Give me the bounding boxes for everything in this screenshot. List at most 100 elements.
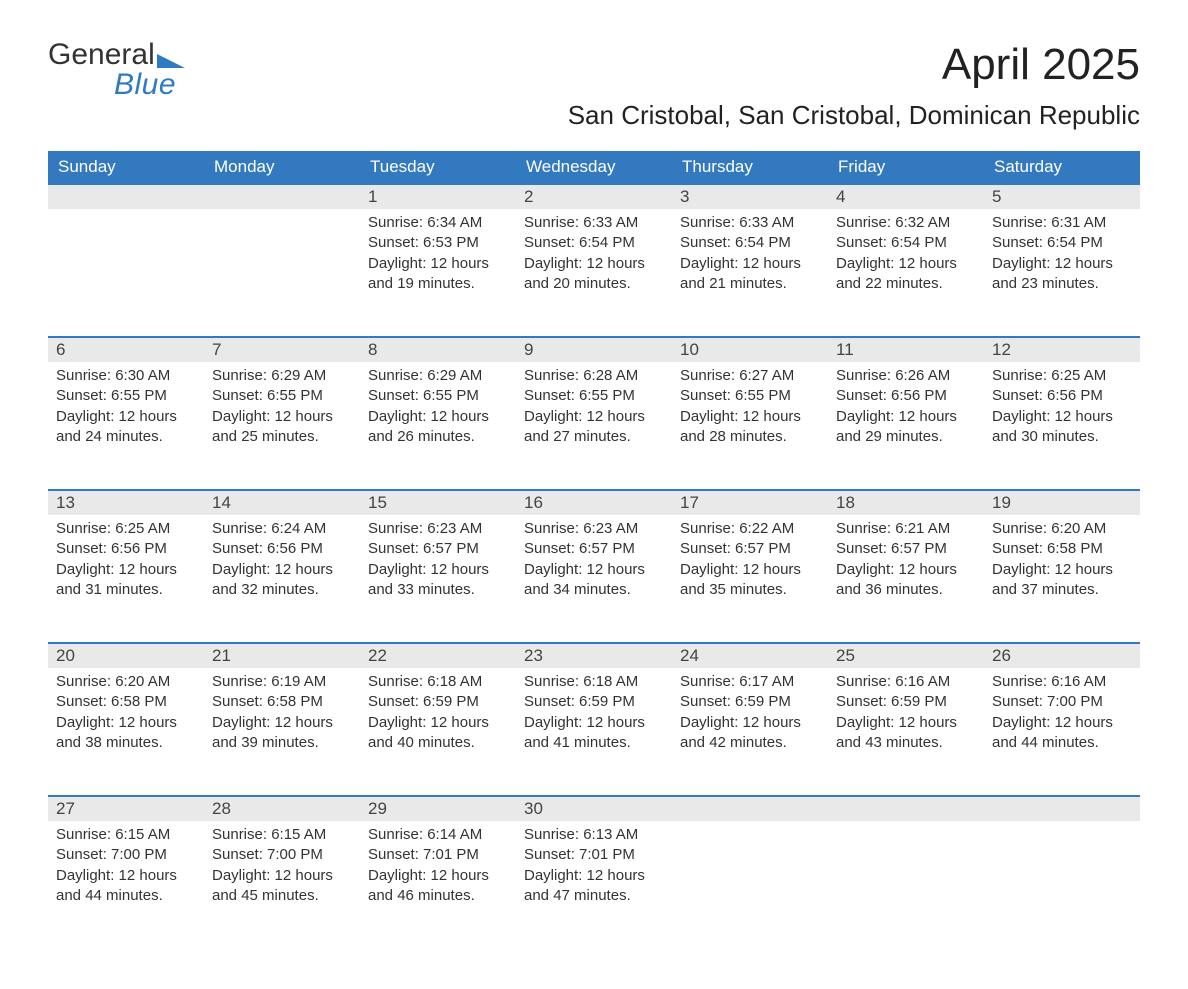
sunset-line: Sunset: 6:57 PM [680, 539, 820, 559]
day-number [984, 797, 1140, 821]
weekday-header: Monday [204, 151, 360, 184]
weekday-header: Saturday [984, 151, 1140, 184]
day-body: Sunrise: 6:32 AMSunset: 6:54 PMDaylight:… [828, 209, 984, 306]
sunrise-line: Sunrise: 6:20 AM [56, 672, 196, 692]
day-body: Sunrise: 6:23 AMSunset: 6:57 PMDaylight:… [360, 515, 516, 612]
day-number: 13 [48, 491, 204, 515]
daylight-line: Daylight: 12 hours and 41 minutes. [524, 713, 664, 754]
sunrise-line: Sunrise: 6:17 AM [680, 672, 820, 692]
weekday-header: Thursday [672, 151, 828, 184]
calendar-week-daynum-row: 12345 [48, 184, 1140, 209]
daylight-line: Daylight: 12 hours and 21 minutes. [680, 254, 820, 295]
day-body: Sunrise: 6:26 AMSunset: 6:56 PMDaylight:… [828, 362, 984, 459]
day-body: Sunrise: 6:28 AMSunset: 6:55 PMDaylight:… [516, 362, 672, 459]
calendar-table: Sunday Monday Tuesday Wednesday Thursday… [48, 151, 1140, 949]
day-body: Sunrise: 6:31 AMSunset: 6:54 PMDaylight:… [984, 209, 1140, 306]
weekday-header: Sunday [48, 151, 204, 184]
day-number: 4 [828, 185, 984, 209]
day-body: Sunrise: 6:27 AMSunset: 6:55 PMDaylight:… [672, 362, 828, 459]
calendar-week-body-row: Sunrise: 6:34 AMSunset: 6:53 PMDaylight:… [48, 209, 1140, 337]
daylight-line: Daylight: 12 hours and 42 minutes. [680, 713, 820, 754]
calendar-week-daynum-row: 20212223242526 [48, 643, 1140, 668]
sunrise-line: Sunrise: 6:34 AM [368, 213, 508, 233]
day-number: 29 [360, 797, 516, 821]
location-subtitle: San Cristobal, San Cristobal, Dominican … [568, 100, 1140, 131]
day-number: 7 [204, 338, 360, 362]
calendar-week-daynum-row: 27282930 [48, 796, 1140, 821]
day-number: 2 [516, 185, 672, 209]
daylight-line: Daylight: 12 hours and 20 minutes. [524, 254, 664, 295]
sunrise-line: Sunrise: 6:18 AM [368, 672, 508, 692]
daylight-line: Daylight: 12 hours and 25 minutes. [212, 407, 352, 448]
day-number: 11 [828, 338, 984, 362]
sunrise-line: Sunrise: 6:24 AM [212, 519, 352, 539]
day-body [828, 821, 984, 837]
day-number: 28 [204, 797, 360, 821]
day-number: 15 [360, 491, 516, 515]
daylight-line: Daylight: 12 hours and 31 minutes. [56, 560, 196, 601]
daylight-line: Daylight: 12 hours and 19 minutes. [368, 254, 508, 295]
day-body: Sunrise: 6:13 AMSunset: 7:01 PMDaylight:… [516, 821, 672, 918]
day-body: Sunrise: 6:21 AMSunset: 6:57 PMDaylight:… [828, 515, 984, 612]
daylight-line: Daylight: 12 hours and 44 minutes. [56, 866, 196, 907]
sunset-line: Sunset: 6:56 PM [212, 539, 352, 559]
day-body: Sunrise: 6:18 AMSunset: 6:59 PMDaylight:… [516, 668, 672, 765]
daylight-line: Daylight: 12 hours and 24 minutes. [56, 407, 196, 448]
sunset-line: Sunset: 6:56 PM [992, 386, 1132, 406]
day-body [48, 209, 204, 225]
day-number: 23 [516, 644, 672, 668]
sunrise-line: Sunrise: 6:28 AM [524, 366, 664, 386]
sunrise-line: Sunrise: 6:21 AM [836, 519, 976, 539]
daylight-line: Daylight: 12 hours and 29 minutes. [836, 407, 976, 448]
calendar-week-body-row: Sunrise: 6:15 AMSunset: 7:00 PMDaylight:… [48, 821, 1140, 949]
logo-word2: Blue [48, 70, 185, 100]
day-body [984, 821, 1140, 837]
sunset-line: Sunset: 6:55 PM [368, 386, 508, 406]
day-number: 22 [360, 644, 516, 668]
sunset-line: Sunset: 6:57 PM [836, 539, 976, 559]
day-number: 24 [672, 644, 828, 668]
sunset-line: Sunset: 6:54 PM [992, 233, 1132, 253]
sunset-line: Sunset: 6:59 PM [836, 692, 976, 712]
sunrise-line: Sunrise: 6:16 AM [992, 672, 1132, 692]
sunrise-line: Sunrise: 6:31 AM [992, 213, 1132, 233]
daylight-line: Daylight: 12 hours and 27 minutes. [524, 407, 664, 448]
calendar-week-body-row: Sunrise: 6:30 AMSunset: 6:55 PMDaylight:… [48, 362, 1140, 490]
day-body: Sunrise: 6:17 AMSunset: 6:59 PMDaylight:… [672, 668, 828, 765]
sunrise-line: Sunrise: 6:18 AM [524, 672, 664, 692]
daylight-line: Daylight: 12 hours and 46 minutes. [368, 866, 508, 907]
daylight-line: Daylight: 12 hours and 40 minutes. [368, 713, 508, 754]
day-number: 17 [672, 491, 828, 515]
day-body: Sunrise: 6:14 AMSunset: 7:01 PMDaylight:… [360, 821, 516, 918]
day-number: 18 [828, 491, 984, 515]
sunrise-line: Sunrise: 6:15 AM [212, 825, 352, 845]
sunset-line: Sunset: 6:55 PM [212, 386, 352, 406]
sunset-line: Sunset: 7:00 PM [56, 845, 196, 865]
day-number: 27 [48, 797, 204, 821]
sunrise-line: Sunrise: 6:23 AM [524, 519, 664, 539]
sunset-line: Sunset: 6:55 PM [680, 386, 820, 406]
sunrise-line: Sunrise: 6:32 AM [836, 213, 976, 233]
weekday-header: Friday [828, 151, 984, 184]
day-number [204, 185, 360, 209]
day-number: 5 [984, 185, 1140, 209]
calendar-week-daynum-row: 13141516171819 [48, 490, 1140, 515]
day-number: 16 [516, 491, 672, 515]
day-body [204, 209, 360, 225]
daylight-line: Daylight: 12 hours and 33 minutes. [368, 560, 508, 601]
sunrise-line: Sunrise: 6:30 AM [56, 366, 196, 386]
day-body: Sunrise: 6:23 AMSunset: 6:57 PMDaylight:… [516, 515, 672, 612]
daylight-line: Daylight: 12 hours and 36 minutes. [836, 560, 976, 601]
day-body: Sunrise: 6:22 AMSunset: 6:57 PMDaylight:… [672, 515, 828, 612]
day-body: Sunrise: 6:29 AMSunset: 6:55 PMDaylight:… [204, 362, 360, 459]
day-body: Sunrise: 6:18 AMSunset: 6:59 PMDaylight:… [360, 668, 516, 765]
sunset-line: Sunset: 6:54 PM [524, 233, 664, 253]
daylight-line: Daylight: 12 hours and 37 minutes. [992, 560, 1132, 601]
day-body: Sunrise: 6:20 AMSunset: 6:58 PMDaylight:… [984, 515, 1140, 612]
day-body: Sunrise: 6:34 AMSunset: 6:53 PMDaylight:… [360, 209, 516, 306]
sunrise-line: Sunrise: 6:25 AM [992, 366, 1132, 386]
day-body: Sunrise: 6:33 AMSunset: 6:54 PMDaylight:… [516, 209, 672, 306]
calendar-week-body-row: Sunrise: 6:20 AMSunset: 6:58 PMDaylight:… [48, 668, 1140, 796]
day-number: 8 [360, 338, 516, 362]
day-number: 19 [984, 491, 1140, 515]
